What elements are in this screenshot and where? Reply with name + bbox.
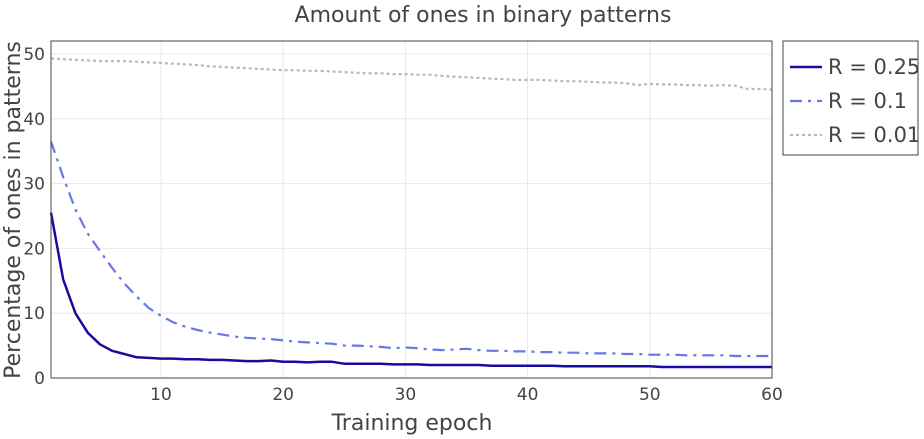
legend-box [782,40,919,156]
series-line-1 [49,212,772,369]
y-tick-label: 10 [23,304,45,324]
series-line-2 [49,141,772,358]
legend: R = 0.25 R = 0.1 R = 0.01 [782,40,920,156]
chart-title: Amount of ones in binary patterns [295,3,672,28]
x-tick-label: 20 [272,385,294,405]
x-tick-label: 30 [395,385,417,405]
y-tick-label: 0 [34,369,45,389]
x-tick-label: 10 [150,385,172,405]
legend-label-2: R = 0.1 [828,89,907,113]
x-tick-label: 60 [761,385,783,405]
y-axis-ticks: 0 10 20 30 40 50 [23,45,45,389]
x-axis-ticks: 10 20 30 40 50 60 [150,385,783,405]
plot-frame [50,40,773,379]
y-tick-label: 20 [23,239,45,259]
y-tick-label: 50 [23,45,45,65]
x-tick-label: 50 [639,385,661,405]
legend-label-3: R = 0.01 [828,123,920,147]
x-tick-label: 40 [517,385,539,405]
y-axis-title: Percentage of ones in patterns [1,41,26,379]
grid [51,41,773,379]
plot-area [49,57,773,369]
y-tick-label: 40 [23,110,45,130]
legend-label-1: R = 0.25 [828,55,920,79]
series-line-3 [50,57,773,91]
y-tick-label: 30 [23,175,45,195]
x-axis-title: Training epoch [331,411,493,436]
